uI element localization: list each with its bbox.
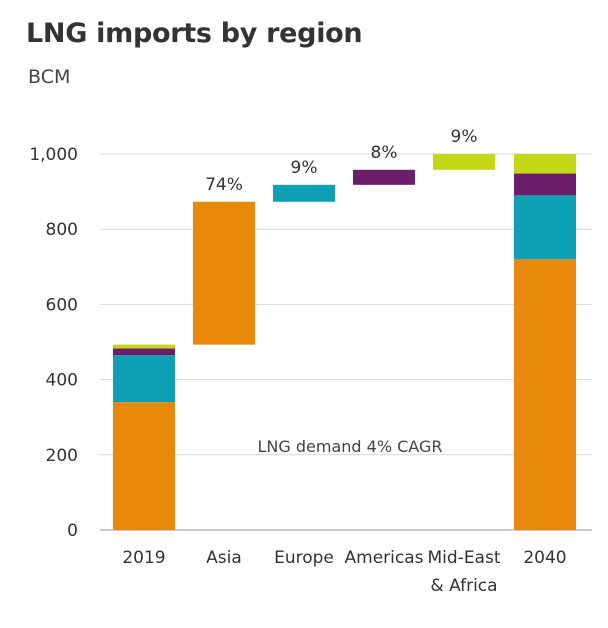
chart-title: LNG imports by region <box>26 18 363 49</box>
percent-labels: 74% 9% 8% 9% <box>205 127 477 195</box>
category-labels: 2019 Asia Europe Americas Mid-East & Africa 20… <box>122 548 566 596</box>
2019-bar-europe <box>113 355 175 403</box>
2019-bar-asia <box>113 402 175 530</box>
2040-bar-mid-east-africa <box>514 154 576 174</box>
category-label: Mid-East & Africa <box>428 548 501 596</box>
category-label: 2040 <box>523 548 566 568</box>
category-label: Americas <box>345 548 424 568</box>
bars <box>113 154 576 530</box>
category-label: Asia <box>206 548 242 568</box>
2040-bar-europe <box>514 195 576 260</box>
y-tick-label: 800 <box>46 220 78 240</box>
increment-bar-mid-east-africa <box>433 154 495 170</box>
2019-bar-mid-east-africa <box>113 344 175 349</box>
increment-bar-asia <box>193 201 255 345</box>
increment-percent-label: 9% <box>291 158 318 178</box>
increment-bar-americas <box>353 169 415 185</box>
category-label: 2019 <box>122 548 165 568</box>
increment-percent-label: 74% <box>205 175 243 195</box>
2019-bar-americas <box>113 348 175 356</box>
y-tick-label: 200 <box>46 446 78 466</box>
increment-bar-europe <box>273 184 335 202</box>
y-unit-label: BCM <box>28 66 71 88</box>
y-tick-label: 0 <box>67 521 78 541</box>
y-tick-label: 600 <box>46 295 78 315</box>
cagr-annotation: LNG demand 4% CAGR <box>258 437 443 456</box>
increment-percent-label: 9% <box>451 127 478 147</box>
category-label: Europe <box>274 548 334 568</box>
gridlines <box>100 153 592 531</box>
y-tick-labels: 0 200 400 600 800 1,000 <box>29 145 78 541</box>
y-tick-label: 1,000 <box>29 145 78 165</box>
2040-bar-asia <box>514 259 576 530</box>
2040-bar-americas <box>514 173 576 196</box>
increment-percent-label: 8% <box>371 143 398 163</box>
y-tick-label: 400 <box>46 371 78 391</box>
